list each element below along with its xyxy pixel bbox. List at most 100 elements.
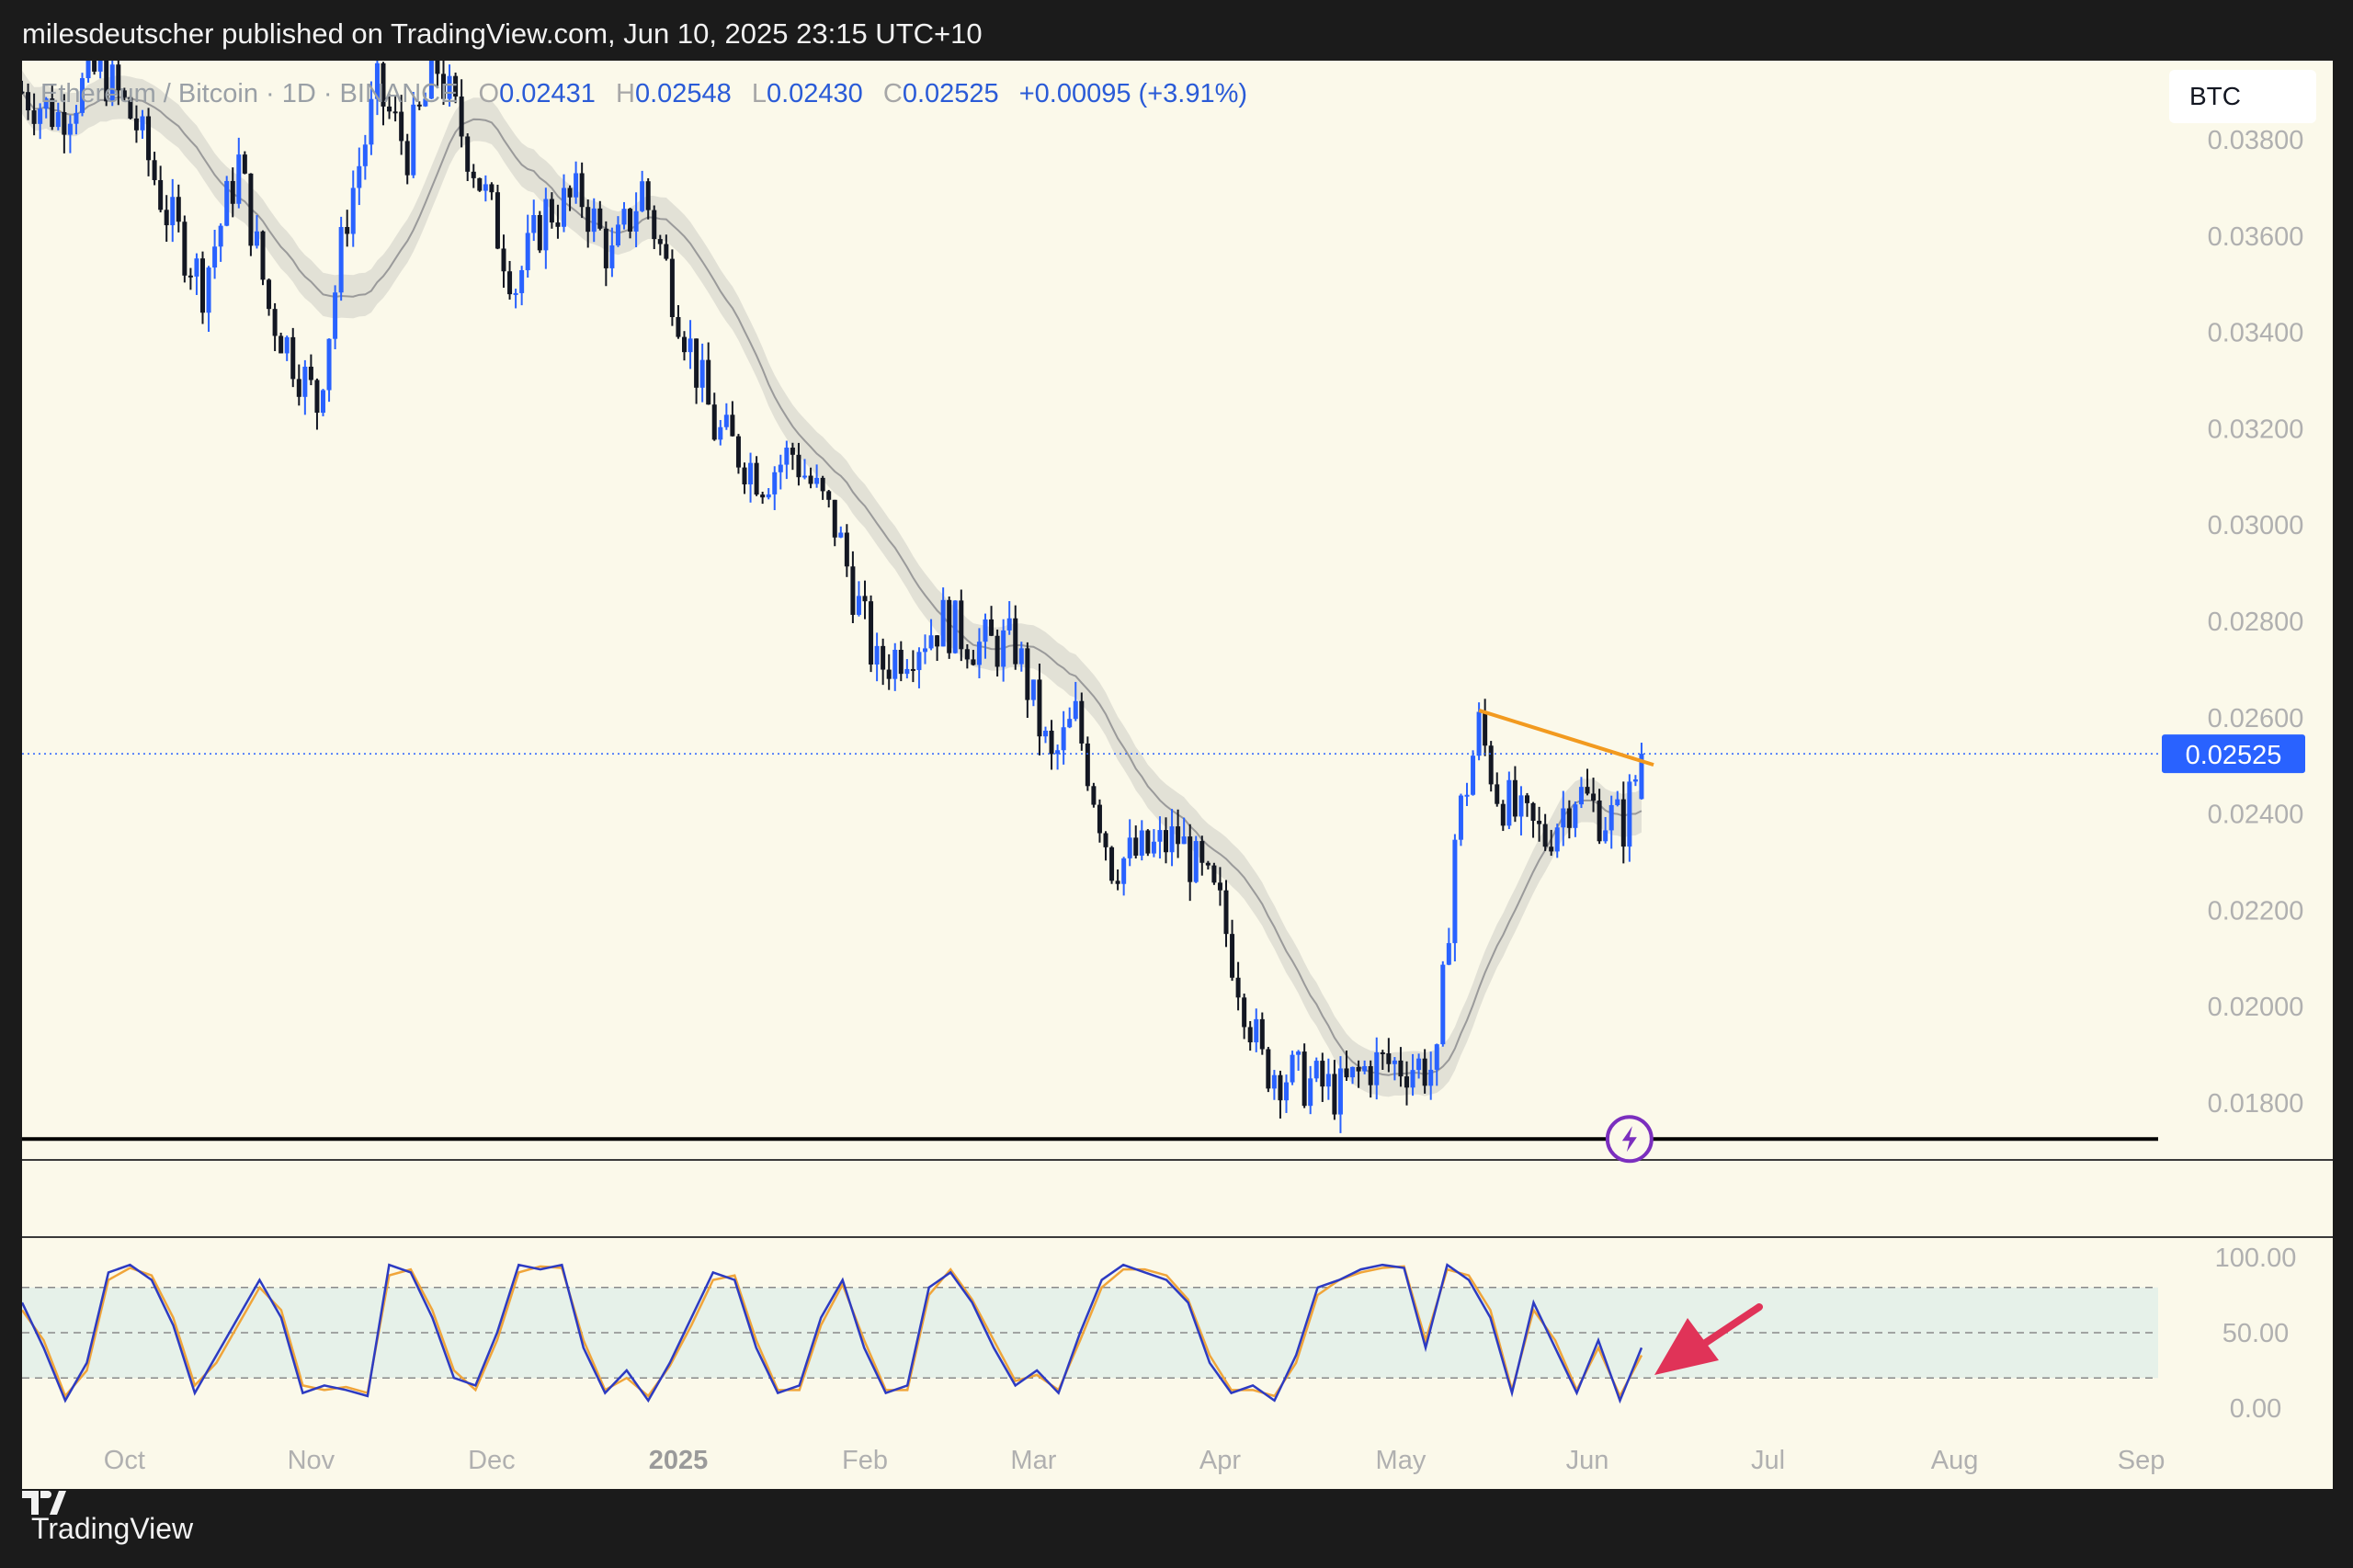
arrow-shaft [1700,1303,1763,1347]
candle-body [694,338,699,388]
candle-body [1242,997,1247,1028]
candle-body [314,380,320,414]
candle-body [766,494,771,498]
candle-body [109,64,115,102]
candle-body [428,61,434,99]
candle-body [688,338,693,353]
candle-body [1290,1054,1295,1083]
candle-body [1392,1060,1397,1064]
candle-body [802,475,807,478]
candle-body [976,642,982,665]
candle-body [362,144,368,166]
symbol-label[interactable]: Ethereum / Bitcoin · 1D · BINANCE [40,79,459,108]
candle-body [1313,1061,1319,1079]
candle-body [1639,754,1644,800]
candle-body [1169,826,1175,853]
footer-brand[interactable]: TradingView [22,1489,193,1568]
chart-frame[interactable]: 0.03800 0.03600 0.03400 0.03200 0.03000 0.028… [22,61,2333,1489]
candle-body [1386,1053,1392,1064]
candle-body [1320,1061,1325,1087]
candle-body [820,477,825,492]
candle-body [947,599,952,653]
candle-body [1362,1065,1368,1072]
candle-body [723,415,729,427]
candle-body [886,669,892,679]
candle-body [1235,977,1241,998]
candle-body [1500,803,1506,826]
stoch-tick-label: 0.00 [2230,1394,2281,1424]
candle-body [254,231,259,246]
candle-body [290,336,296,380]
candle-body [609,245,615,268]
candle-body [423,98,428,107]
candle-body [531,214,537,233]
high-key: H [616,79,635,108]
candle-body [1157,830,1163,842]
candle-body [971,659,976,665]
candle-body [345,226,350,234]
candle-body [1549,846,1554,852]
candle-body [1109,846,1115,881]
candle-body [242,154,247,174]
chart-canvas[interactable]: 0.03800 0.03600 0.03400 0.03200 0.03000 0.028… [22,61,2333,1489]
candle-body [43,98,49,109]
candle-body [742,467,747,485]
candle-body [392,111,398,114]
candle-body [1103,833,1108,847]
candle-body [1344,1068,1349,1078]
open-key: O [478,79,500,108]
candle-body [1597,800,1602,842]
candle-body [321,390,325,414]
stoch-k-line [22,1263,1643,1404]
candle-body [1188,836,1193,882]
candle-body [447,75,452,99]
candle-body [494,192,500,249]
candle-body [628,209,633,232]
candle-body [1483,711,1488,746]
candle-body [1356,1066,1361,1072]
last-price-badge [2162,734,2305,774]
price-tick-label: 0.03800 [2208,126,2304,155]
x-axis-tick-label: Oct [104,1446,145,1475]
candle-body [67,123,73,135]
candle-body [1121,858,1127,884]
candle-body [1133,837,1139,856]
candle-body [176,197,181,222]
price-tick-label: 0.03000 [2208,511,2304,540]
candle-body [1608,804,1614,831]
candle-body [1446,943,1451,965]
candle-body [1073,700,1078,720]
candle-body [555,222,561,227]
price-tick-label: 0.02200 [2208,896,2304,926]
currency-badge[interactable]: BTC [2169,70,2316,123]
publish-header: milesdeutscher published on TradingView.… [22,17,983,50]
candle-body [1554,827,1560,852]
candle-body [549,199,554,223]
candle-body [615,224,620,246]
candle-body [525,233,530,270]
candle-body [1085,743,1090,787]
candle-body [1578,787,1584,805]
candle-body [1495,784,1500,804]
candle-body [411,104,416,176]
candle-body [1223,890,1229,935]
candle-body [844,532,849,567]
candle-body [808,475,813,484]
candle-body [1368,1065,1373,1085]
candle-body [1199,841,1205,863]
candle-body [621,209,627,225]
candle-body [333,292,338,339]
candle-body [236,154,242,204]
candle-body [92,61,97,72]
candle-body [711,404,717,440]
candle-body [513,292,518,295]
candle-body [85,61,91,79]
price-tick-label: 0.03400 [2208,319,2304,348]
candle-body [218,225,223,247]
candle-body [562,187,566,227]
candle-body [260,231,266,280]
candle-body [170,197,176,226]
price-tick-label: 0.03200 [2208,415,2304,444]
price-tick-label: 0.02600 [2208,704,2304,733]
candle-body [995,635,1000,667]
